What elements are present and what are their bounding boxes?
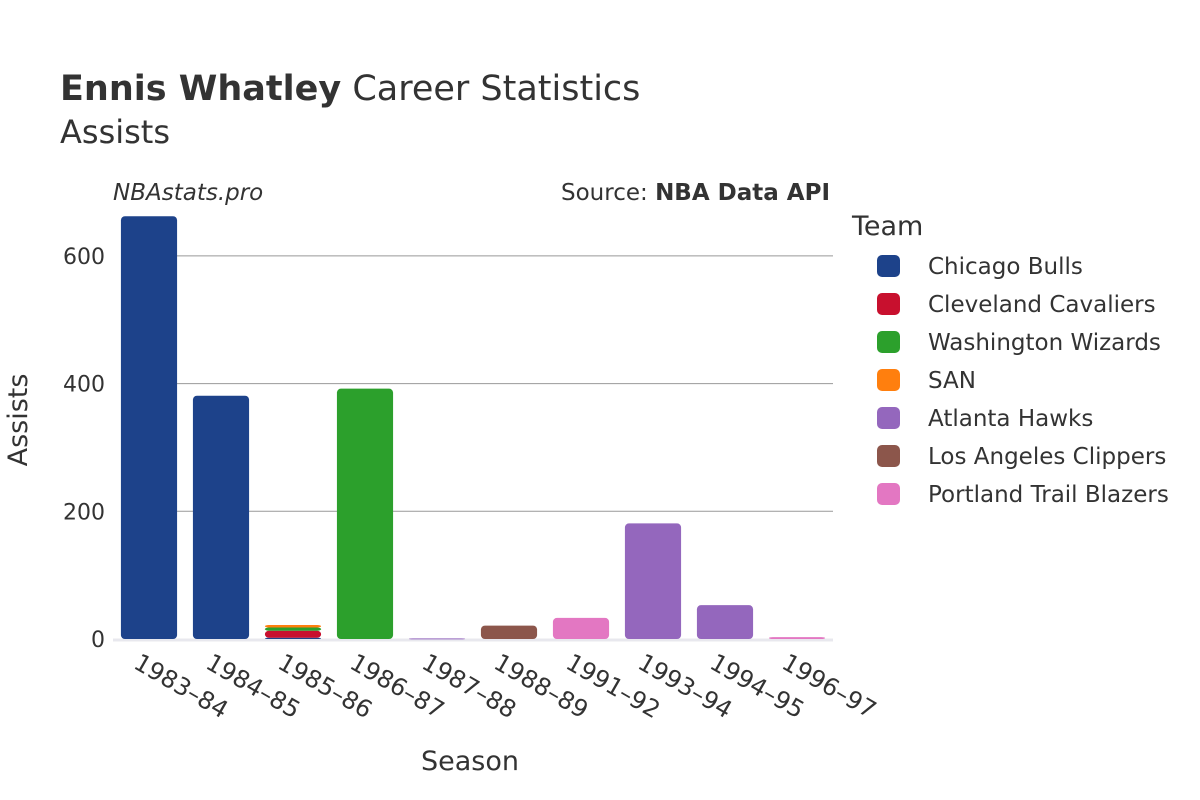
source-credit: Source: NBA Data API bbox=[561, 180, 830, 206]
y-axis-title: Assists bbox=[3, 374, 34, 467]
legend-swatch bbox=[877, 255, 900, 277]
legend-label: Portland Trail Blazers bbox=[928, 482, 1169, 508]
bar bbox=[264, 627, 322, 631]
grid-lines bbox=[113, 255, 833, 642]
legend-title: Team bbox=[851, 211, 923, 242]
x-tick-labels: 1983–841984–851985–861986–871987–881988–… bbox=[129, 648, 881, 724]
legend-label: Atlanta Hawks bbox=[928, 406, 1093, 432]
legend-label: Cleveland Cavaliers bbox=[928, 292, 1156, 318]
source-prefix: Source: bbox=[561, 180, 655, 206]
bar bbox=[120, 216, 178, 639]
y-tick-label: 0 bbox=[91, 628, 105, 653]
legend-swatch bbox=[877, 445, 900, 467]
bar bbox=[264, 630, 322, 638]
y-tick-label: 600 bbox=[63, 245, 105, 270]
chart-subtitle: Assists bbox=[60, 113, 170, 151]
bar bbox=[408, 638, 466, 640]
legend-label: Chicago Bulls bbox=[928, 254, 1083, 280]
chart-title-rest: Career Statistics bbox=[341, 69, 640, 109]
legend: Chicago Bulls Cleveland Cavaliers Washingt… bbox=[877, 254, 1169, 508]
bar bbox=[264, 637, 322, 639]
x-axis-title: Season bbox=[421, 746, 519, 777]
legend-swatch bbox=[877, 483, 900, 505]
legend-swatch bbox=[877, 331, 900, 353]
legend-swatch bbox=[877, 293, 900, 315]
bar bbox=[336, 388, 394, 639]
chart-title: Ennis Whatley Career Statistics bbox=[60, 69, 640, 109]
legend-label: SAN bbox=[928, 368, 976, 394]
bar bbox=[264, 624, 322, 628]
watermark: NBAstats.pro bbox=[113, 180, 263, 206]
chart-title-player: Ennis Whatley bbox=[60, 69, 341, 109]
bar bbox=[696, 605, 754, 639]
bars bbox=[120, 216, 826, 640]
legend-label: Washington Wizards bbox=[928, 330, 1161, 356]
legend-swatch bbox=[877, 369, 900, 391]
y-tick-labels: 0 200 400 600 bbox=[63, 245, 105, 653]
legend-label: Los Angeles Clippers bbox=[928, 444, 1166, 470]
y-tick-label: 400 bbox=[63, 373, 105, 398]
legend-swatch bbox=[877, 407, 900, 429]
y-tick-label: 200 bbox=[63, 500, 105, 525]
bar bbox=[768, 637, 826, 639]
bar bbox=[480, 625, 538, 639]
bar bbox=[624, 523, 682, 639]
source-name: NBA Data API bbox=[655, 180, 830, 206]
bar bbox=[552, 617, 610, 639]
bar bbox=[192, 395, 250, 639]
